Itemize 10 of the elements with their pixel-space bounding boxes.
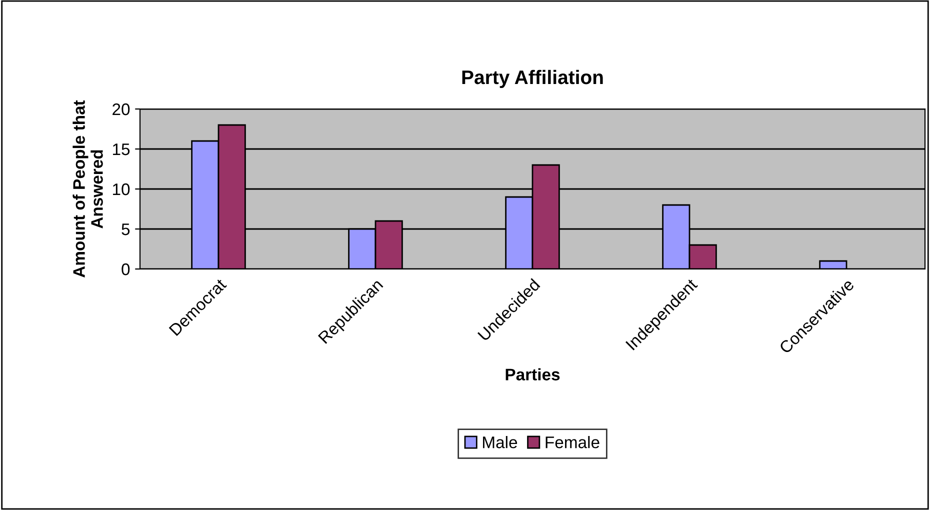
legend-label: Female bbox=[546, 436, 600, 448]
x-axis-title: Parties bbox=[506, 368, 560, 380]
y-tick-label: 0 bbox=[122, 263, 130, 276]
legend-label: Male bbox=[483, 436, 518, 448]
chart-title: Party Affiliation bbox=[462, 70, 603, 88]
y-tick-label: 10 bbox=[113, 183, 130, 196]
y-tick-label: 20 bbox=[112, 103, 130, 116]
y-tick-label: 5 bbox=[122, 224, 130, 236]
y-tick-label: 15 bbox=[113, 144, 130, 156]
y-axis-title: Amount of People that Answered bbox=[72, 100, 103, 278]
